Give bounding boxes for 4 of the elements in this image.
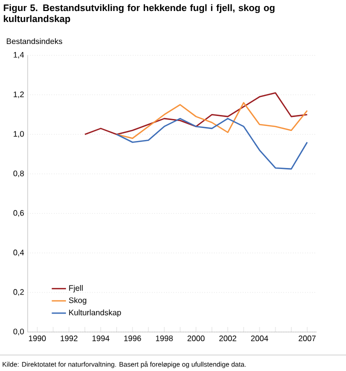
line-series xyxy=(116,118,308,170)
line-series xyxy=(84,92,308,136)
line-series xyxy=(116,102,308,139)
chart-title: Figur 5. Bestandsutvikling for hekkende fugl i fjell, skog og kulturlandskap xyxy=(4,4,274,24)
